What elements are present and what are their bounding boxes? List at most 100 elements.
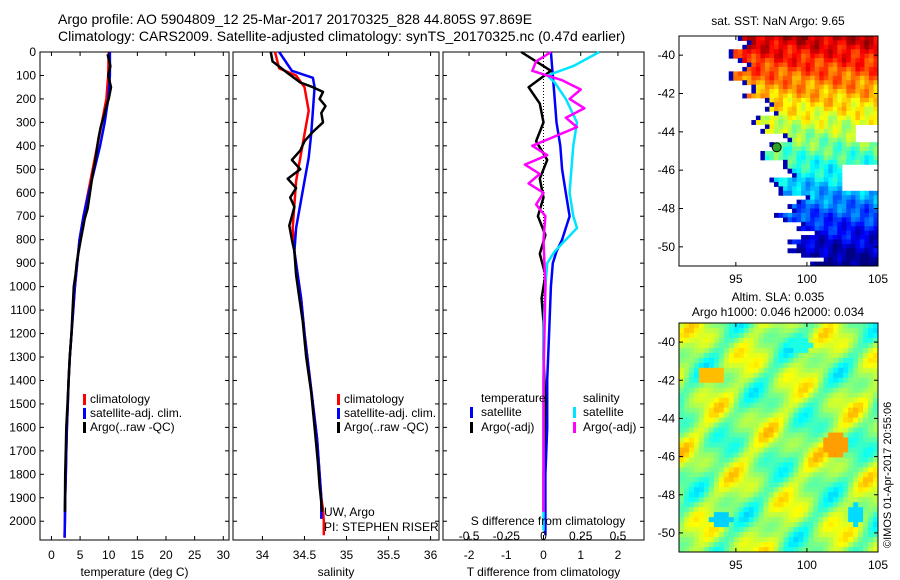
sst-cell [778,106,784,112]
sst-cell [855,261,861,267]
sst-cell [823,102,829,108]
sla-cell [683,387,690,394]
sla-cell [833,362,839,369]
sla-cell [843,472,849,478]
sla-cell [798,492,804,498]
sst-cell [814,128,820,134]
sla-cell [753,487,760,493]
sst-cell [873,89,879,94]
sla-cell [773,537,779,543]
sla-cell [713,337,720,344]
sst-cell [846,53,852,59]
sst-cell [746,80,752,86]
sst-cell [810,111,816,117]
sla-cell [758,337,765,344]
sst-cell [764,62,770,68]
sst-cell [787,66,793,72]
sla-cell [863,522,869,528]
sla-cell [758,362,765,369]
x-tick-label: 2 [615,548,622,562]
sst-cell [755,93,761,99]
sla-cell [778,327,784,334]
x-tick-label: 105 [868,558,888,572]
sst-cell [841,243,847,249]
sla-cell [808,457,814,463]
sst-cell [810,195,816,201]
sla-cell [763,477,770,483]
sst-cell [787,128,793,134]
sla-cell [873,437,879,443]
sla-cell [708,412,715,419]
sla-cell [793,337,799,344]
sla-cell [838,412,844,419]
sst-cell [864,142,870,148]
sla-cell [808,422,814,429]
sla-cell [728,487,735,493]
sla-cell [868,502,874,508]
sla-cell [858,352,864,359]
sla-cell [688,387,695,394]
sla-cell [783,367,789,374]
sla-cell [853,527,859,533]
sla-cell [873,427,879,434]
y-tick-label: 1800 [9,467,36,481]
sla-cell [798,542,804,548]
sst-cell [855,75,861,81]
sla-cell [713,447,720,453]
sla-cell [733,362,740,369]
y-tick-label: 1100 [10,303,36,317]
sst-cell [810,66,816,72]
sst-cell [814,44,820,50]
sla-cell [723,527,730,533]
sla-cell [688,377,695,384]
sst-cell [751,58,757,64]
sla-cell [748,462,755,468]
sst-cell [796,115,802,121]
sst-cell [859,58,865,64]
sst-cell [805,40,811,46]
x-tick-label: 34.5 [293,548,317,562]
sla-cell [733,427,740,434]
sst-cell [841,75,847,81]
sst-cell [832,177,838,183]
sla-cell [798,472,804,478]
sla-cell [823,527,829,533]
sst-cell [864,84,870,90]
sla-cell [828,437,834,443]
sla-cell [858,512,864,518]
sla-cell [718,442,725,448]
sst-cell [841,235,847,240]
sla-cell [693,417,700,424]
sst-cell [760,115,766,121]
sla-cell [723,412,730,419]
sst-cell [814,173,820,179]
sla-cell [698,527,705,533]
sla-cell [793,517,799,523]
sla-cell [828,337,834,344]
sla-cell [733,442,740,448]
sla-cell [698,472,705,478]
sla-cell [713,507,720,513]
sst-cell [837,261,843,267]
sla-cell [858,547,864,553]
sla-cell [688,327,695,334]
y-tick-label: 1600 [9,420,36,434]
sst-cell [868,230,874,236]
sst-cell [796,186,802,192]
sst-cell [864,49,870,55]
sst-cell [864,146,870,152]
sla-cell [693,347,700,354]
sla-cell [858,427,864,434]
sla-cell [679,417,685,424]
sla-cell [708,402,715,409]
sla-cell [703,382,710,389]
sla-cell [818,457,824,463]
sla-cell [778,527,784,533]
sst-cell [846,84,852,90]
sla-cell [843,387,849,394]
sla-cell [713,542,720,548]
sst-cell [764,124,770,130]
sla-cell [833,442,839,448]
sla-cell [773,437,779,443]
sla-cell [693,507,700,513]
